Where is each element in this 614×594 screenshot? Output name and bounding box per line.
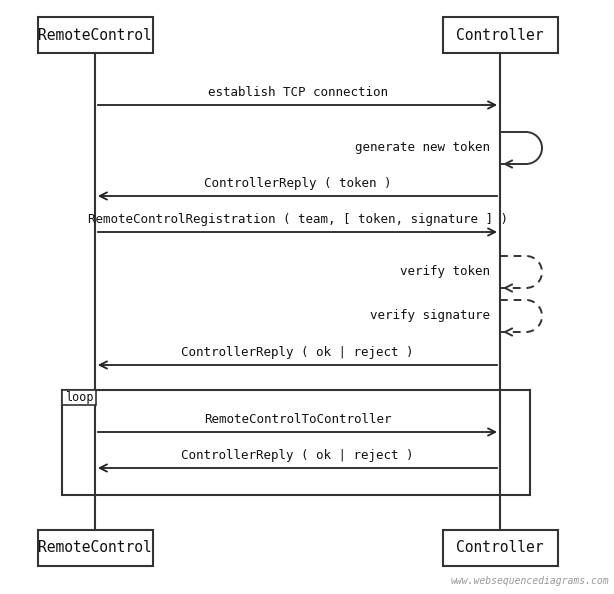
Text: establish TCP connection: establish TCP connection <box>208 86 387 99</box>
Bar <box>443 17 558 53</box>
Text: loop: loop <box>64 391 93 404</box>
Text: RemoteControl: RemoteControl <box>38 541 152 555</box>
Bar <box>62 390 96 405</box>
Bar <box>443 530 558 566</box>
Text: verify token: verify token <box>400 266 490 279</box>
Text: RemoteControl: RemoteControl <box>38 27 152 43</box>
Text: Controller: Controller <box>456 27 544 43</box>
Text: generate new token: generate new token <box>355 141 490 154</box>
Bar <box>37 17 152 53</box>
Text: www.websequencediagrams.com: www.websequencediagrams.com <box>451 576 609 586</box>
Bar <box>62 390 530 495</box>
Text: ControllerReply ( token ): ControllerReply ( token ) <box>204 177 391 190</box>
Text: Controller: Controller <box>456 541 544 555</box>
Text: RemoteControlToController: RemoteControlToController <box>204 413 391 426</box>
Text: ControllerReply ( ok | reject ): ControllerReply ( ok | reject ) <box>181 449 414 462</box>
Text: ControllerReply ( ok | reject ): ControllerReply ( ok | reject ) <box>181 346 414 359</box>
Bar <box>37 530 152 566</box>
Text: RemoteControlRegistration ( team, [ token, signature ] ): RemoteControlRegistration ( team, [ toke… <box>88 213 508 226</box>
Text: verify signature: verify signature <box>370 309 490 323</box>
